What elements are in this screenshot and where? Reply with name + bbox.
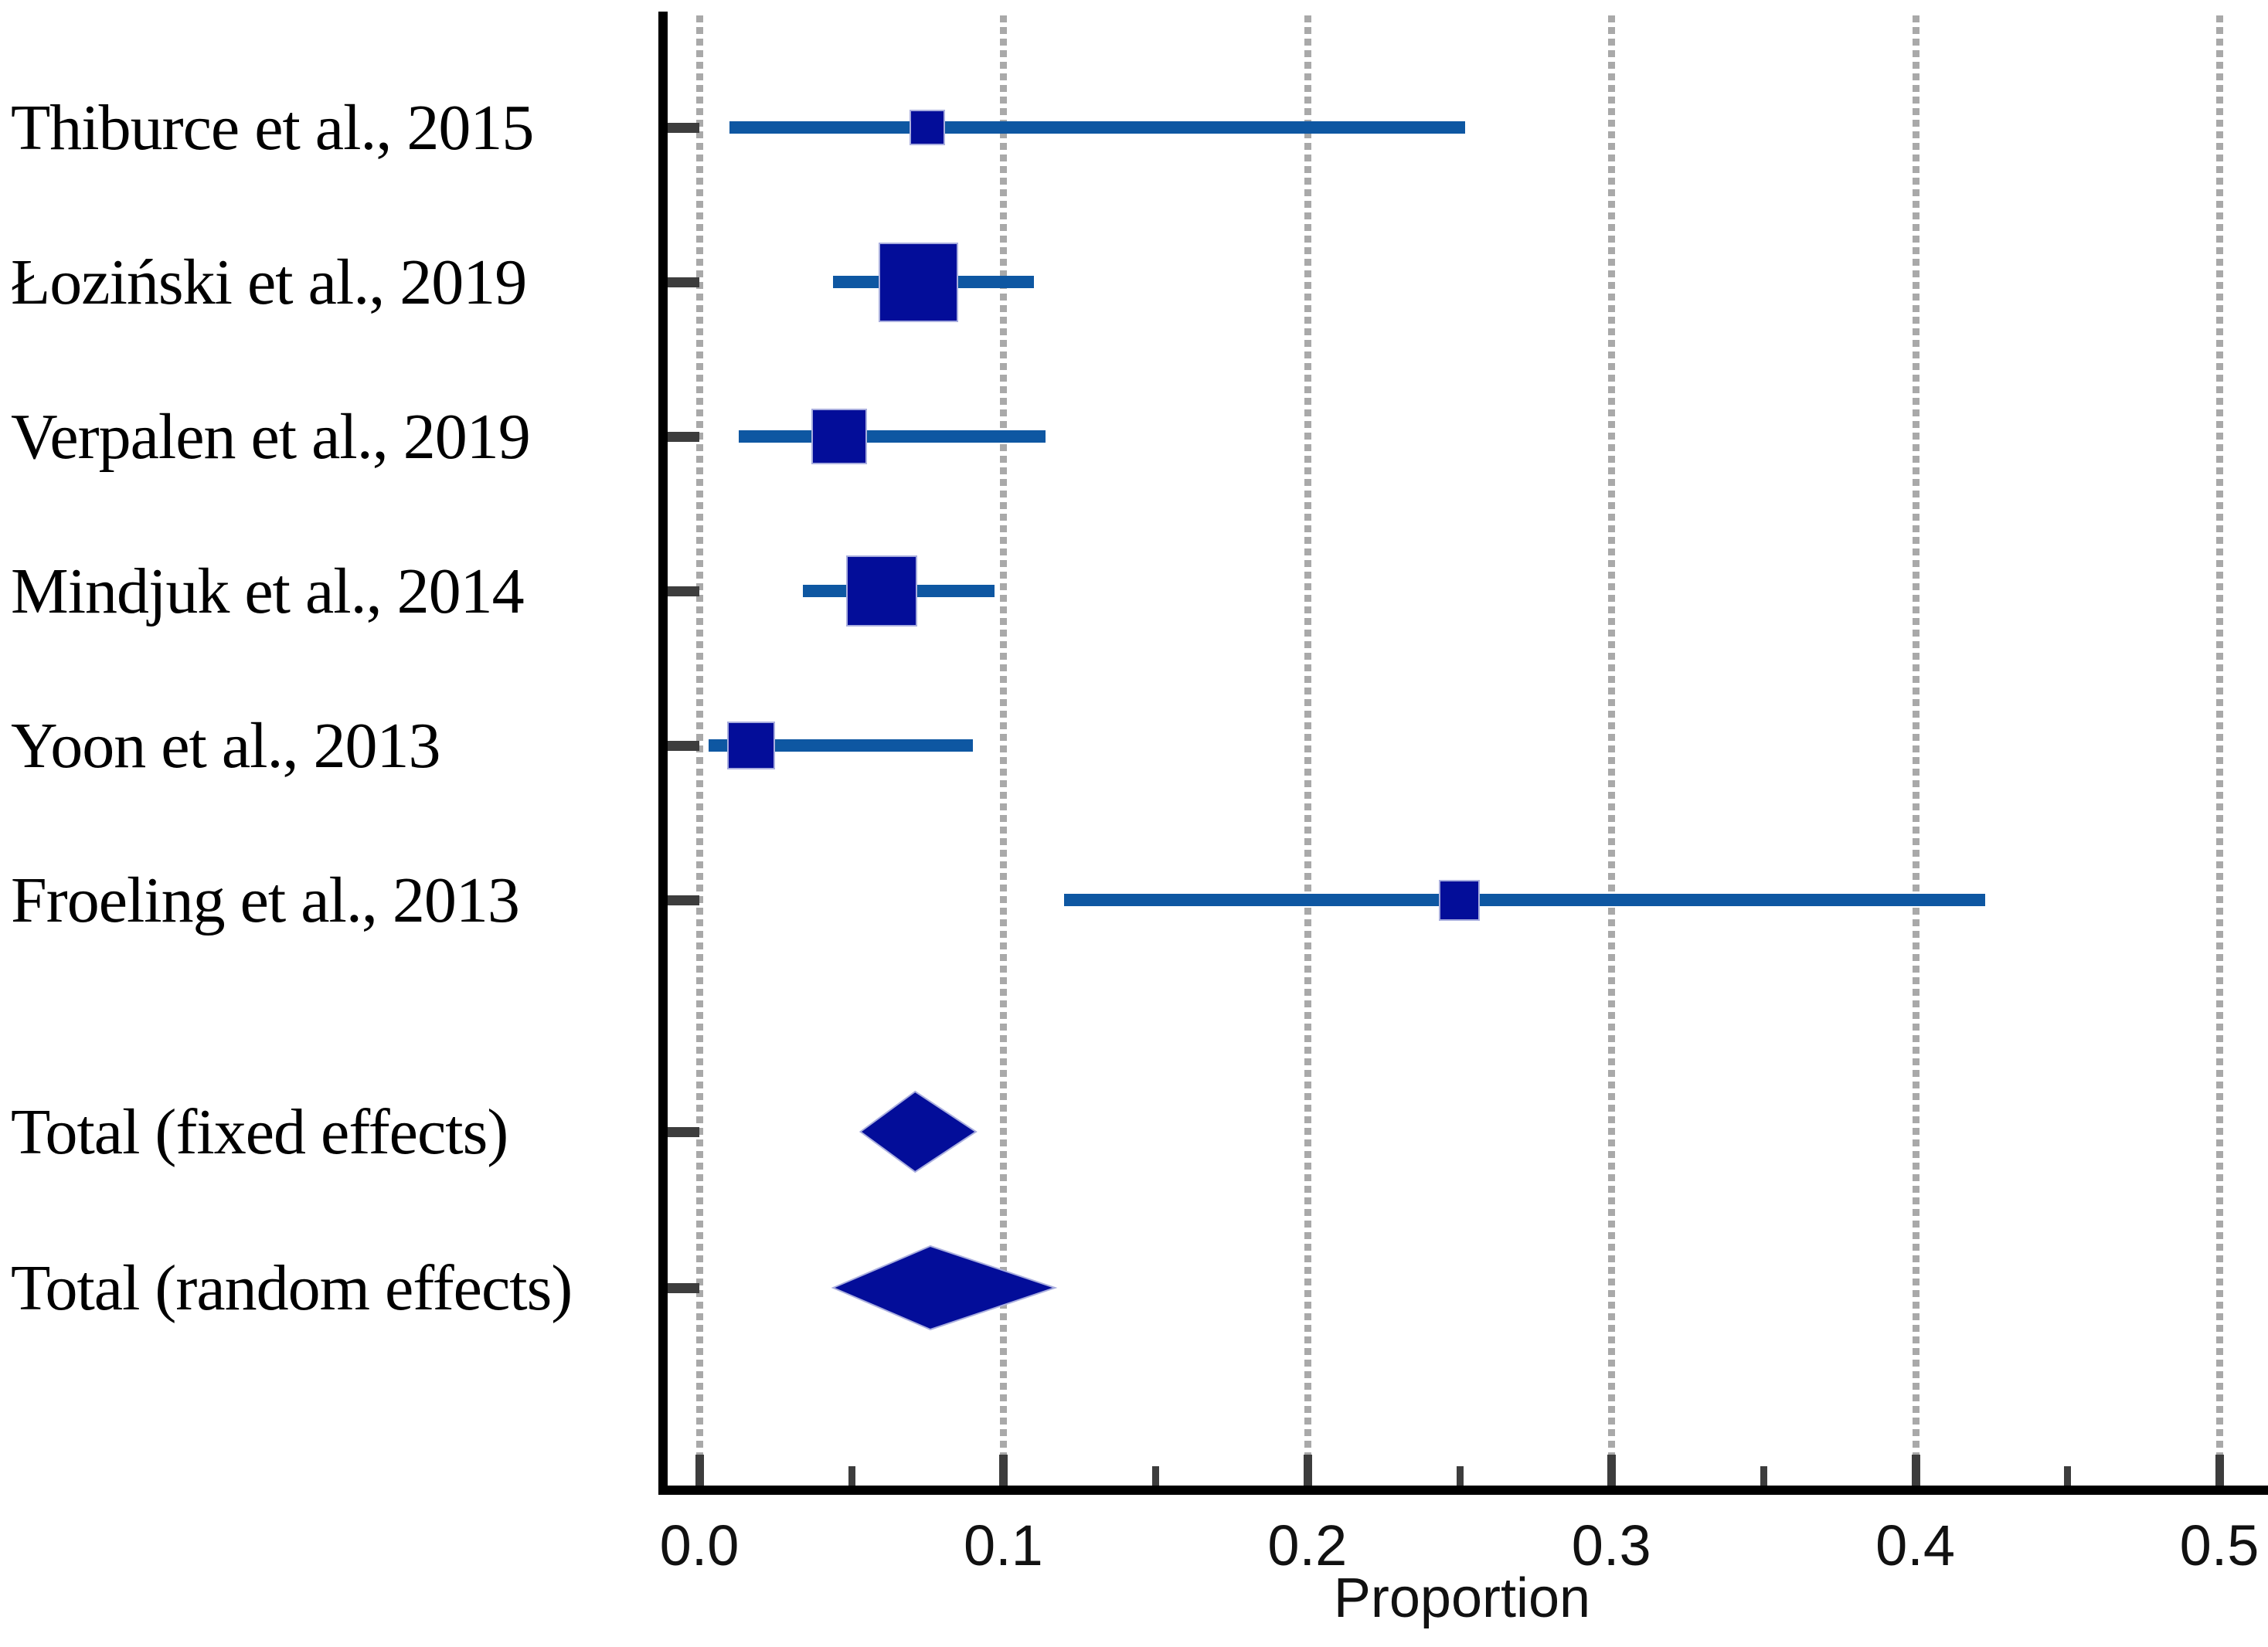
study-label: Froeling et al., 2013 — [11, 864, 520, 936]
effect-square — [726, 722, 775, 769]
study-label: Mindjuk et al., 2014 — [11, 555, 525, 627]
gridline-0.4 — [1912, 15, 1919, 1486]
gridline-0.0 — [696, 15, 703, 1486]
x-tick-label-0.5: 0.5 — [2179, 1513, 2259, 1577]
y-row-tick — [668, 1127, 699, 1137]
x-tick-label-0.2: 0.2 — [1267, 1513, 1348, 1577]
gridline-0.1 — [1000, 15, 1008, 1486]
effect-square — [811, 409, 867, 464]
study-label: Thiburce et al., 2015 — [11, 91, 534, 164]
y-row-tick — [668, 123, 699, 133]
ci-line — [1064, 894, 1986, 906]
y-row-tick — [668, 1283, 699, 1293]
x-major-tick-0.4 — [1911, 1455, 1920, 1486]
y-row-tick — [668, 741, 699, 751]
x-minor-tick-0.35 — [1760, 1466, 1767, 1486]
x-major-tick-0.2 — [1303, 1455, 1312, 1486]
effect-square — [878, 242, 958, 322]
x-minor-tick-0.25 — [1456, 1466, 1464, 1486]
effect-square — [1439, 879, 1480, 921]
gridline-0.2 — [1304, 15, 1311, 1486]
gridline-0.3 — [1608, 15, 1616, 1486]
x-tick-label-0.3: 0.3 — [1571, 1513, 1651, 1577]
y-axis-line — [658, 12, 668, 1495]
x-major-tick-0.5 — [2215, 1455, 2224, 1486]
x-tick-label-0.0: 0.0 — [659, 1513, 740, 1577]
x-minor-tick-0.15 — [1152, 1466, 1160, 1486]
gridline-0.5 — [2216, 15, 2223, 1486]
study-label: Yoon et al., 2013 — [11, 709, 440, 782]
x-tick-label-0.1: 0.1 — [963, 1513, 1043, 1577]
diamond-total-random — [831, 1245, 1058, 1331]
x-minor-tick-0.05 — [848, 1466, 855, 1486]
total-label: Total (fixed effects) — [11, 1095, 508, 1168]
effect-square — [910, 110, 946, 145]
y-row-tick — [668, 432, 699, 442]
study-label: Verpalen et al., 2019 — [11, 400, 531, 473]
study-label: Łoziński et al., 2019 — [11, 246, 527, 318]
total-label: Total (random effects) — [11, 1251, 573, 1324]
x-major-tick-0.0 — [695, 1455, 704, 1486]
y-row-tick — [668, 277, 699, 287]
x-axis-title: Proportion — [1333, 1567, 1591, 1629]
diamond-total-fixed — [859, 1090, 978, 1173]
x-axis-line — [658, 1486, 2268, 1495]
x-major-tick-0.1 — [999, 1455, 1008, 1486]
effect-square — [846, 555, 918, 627]
y-row-tick — [668, 586, 699, 596]
y-row-tick — [668, 895, 699, 905]
x-tick-label-0.4: 0.4 — [1875, 1513, 1956, 1577]
x-major-tick-0.3 — [1607, 1455, 1617, 1486]
x-minor-tick-0.45 — [2064, 1466, 2072, 1486]
